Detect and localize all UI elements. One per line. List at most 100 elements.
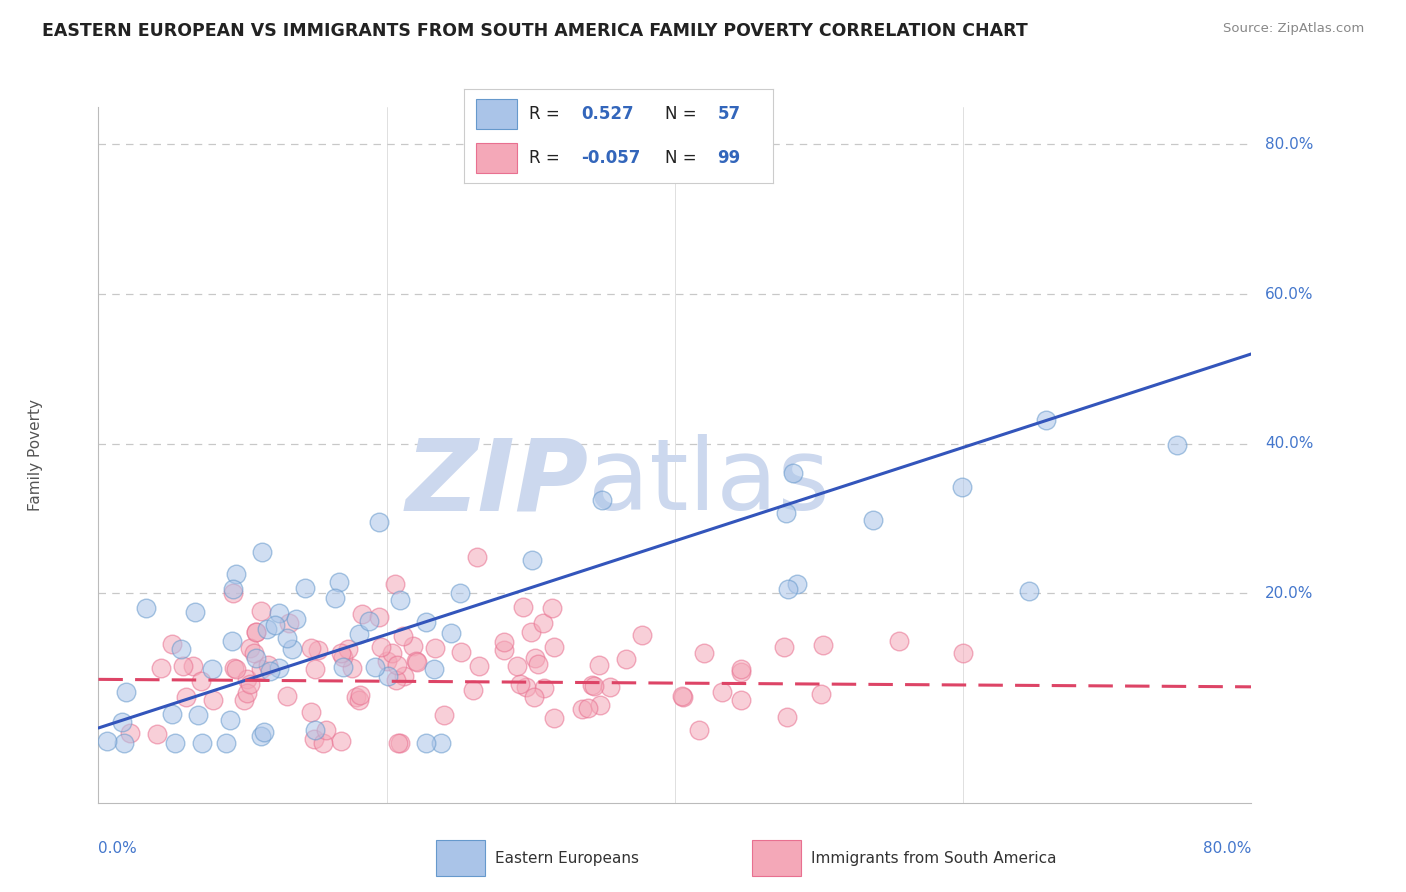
- Point: [187, 708, 209, 723]
- Point: [423, 662, 446, 676]
- Point: [391, 629, 413, 643]
- Point: [224, 661, 246, 675]
- Point: [463, 683, 485, 698]
- Text: 80.0%: 80.0%: [1265, 137, 1313, 152]
- Text: EASTERN EUROPEAN VS IMMIGRANTS FROM SOUTH AMERICA FAMILY POVERTY CORRELATION CHA: EASTERN EUROPEAN VS IMMIGRANTS FROM SOUT…: [42, 22, 1028, 40]
- Point: [315, 723, 337, 738]
- Point: [730, 665, 752, 680]
- Point: [183, 658, 205, 673]
- Point: [385, 658, 408, 673]
- Point: [370, 640, 392, 655]
- Point: [276, 689, 298, 703]
- Point: [337, 642, 360, 657]
- Point: [389, 592, 412, 607]
- Point: [616, 652, 638, 666]
- Point: [238, 640, 260, 655]
- Point: [811, 639, 834, 653]
- Point: [433, 708, 456, 723]
- Point: [672, 690, 695, 704]
- Point: [112, 736, 135, 750]
- Point: [249, 604, 271, 618]
- Point: [259, 664, 281, 678]
- Point: [494, 643, 516, 657]
- Point: [245, 651, 267, 665]
- Bar: [477, 143, 516, 173]
- Point: [301, 641, 323, 656]
- Text: -0.057: -0.057: [582, 149, 641, 167]
- Point: [375, 654, 398, 668]
- Point: [381, 646, 404, 660]
- Point: [200, 662, 222, 676]
- Point: [730, 693, 752, 707]
- Point: [786, 577, 808, 591]
- Point: [543, 711, 565, 725]
- Text: Immigrants from South America: Immigrants from South America: [811, 851, 1057, 865]
- Text: 99: 99: [717, 149, 741, 167]
- Point: [299, 706, 322, 720]
- Point: [294, 581, 316, 595]
- Point: [541, 601, 564, 615]
- Point: [221, 586, 243, 600]
- Point: [581, 678, 603, 692]
- Point: [810, 687, 832, 701]
- Point: [591, 493, 613, 508]
- Text: 0.527: 0.527: [582, 105, 634, 123]
- Point: [221, 582, 243, 596]
- Point: [344, 690, 367, 704]
- Point: [225, 566, 247, 581]
- Point: [364, 660, 387, 674]
- Point: [730, 662, 752, 676]
- Point: [440, 626, 463, 640]
- Point: [515, 680, 537, 694]
- Point: [281, 642, 304, 657]
- Point: [304, 723, 326, 738]
- Point: [328, 574, 350, 589]
- Point: [576, 701, 599, 715]
- Point: [508, 677, 530, 691]
- Point: [323, 591, 346, 605]
- Text: 40.0%: 40.0%: [1265, 436, 1313, 451]
- Point: [330, 734, 353, 748]
- Point: [377, 669, 399, 683]
- Point: [387, 736, 409, 750]
- Point: [389, 736, 412, 750]
- Point: [332, 649, 354, 664]
- Point: [214, 736, 236, 750]
- Text: R =: R =: [529, 105, 565, 123]
- Point: [304, 663, 326, 677]
- Point: [347, 627, 370, 641]
- Point: [245, 624, 267, 639]
- Point: [862, 513, 884, 527]
- Point: [526, 657, 548, 672]
- Point: [776, 582, 799, 596]
- Point: [776, 710, 799, 724]
- Point: [276, 631, 298, 645]
- Point: [506, 658, 529, 673]
- Point: [520, 625, 543, 640]
- Point: [450, 645, 472, 659]
- Point: [150, 661, 173, 675]
- Point: [111, 714, 134, 729]
- Point: [449, 586, 471, 600]
- Point: [267, 606, 290, 620]
- Point: [184, 605, 207, 619]
- Point: [693, 646, 716, 660]
- Point: [118, 725, 141, 739]
- Point: [522, 690, 544, 704]
- Point: [368, 609, 391, 624]
- Point: [307, 643, 329, 657]
- Point: [250, 729, 273, 743]
- Point: [332, 660, 354, 674]
- Point: [201, 693, 224, 707]
- Point: [589, 698, 612, 713]
- Text: 80.0%: 80.0%: [1204, 841, 1251, 856]
- Point: [330, 646, 353, 660]
- Point: [357, 614, 380, 628]
- Point: [889, 633, 911, 648]
- Point: [239, 677, 262, 691]
- Point: [191, 736, 214, 750]
- Point: [952, 646, 974, 660]
- Point: [256, 657, 278, 672]
- Point: [219, 713, 242, 727]
- Point: [368, 516, 391, 530]
